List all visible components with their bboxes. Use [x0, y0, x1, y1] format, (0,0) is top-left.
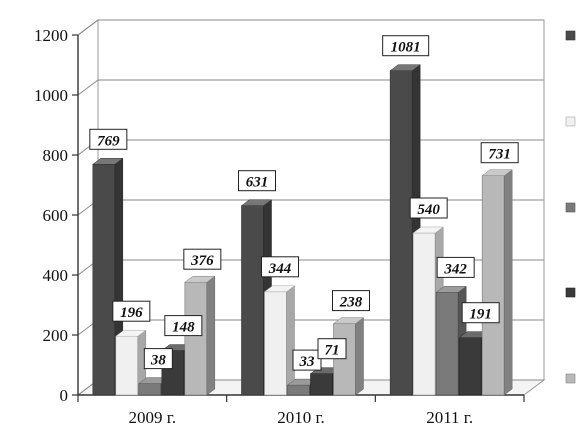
data-label: 148: [164, 315, 203, 337]
data-label: 238: [332, 290, 370, 312]
svg-text:148: 148: [172, 320, 195, 336]
data-label: 731: [480, 142, 519, 164]
y-tick-label: 400: [43, 266, 69, 285]
bar: [332, 317, 365, 396]
x-tick-label: 2010 г.: [277, 408, 325, 427]
svg-text:731: 731: [488, 147, 511, 163]
data-label: 342: [436, 256, 475, 278]
data-label: 33: [292, 349, 322, 371]
svg-text:238: 238: [339, 295, 363, 311]
svg-text:33: 33: [299, 354, 316, 370]
legend-swatch: [565, 287, 576, 298]
svg-text:631: 631: [246, 175, 269, 191]
legend-swatch: [565, 116, 576, 127]
y-tick-label: 800: [43, 146, 69, 165]
y-tick-label: 1000: [34, 86, 68, 105]
svg-text:38: 38: [150, 353, 167, 369]
svg-text:342: 342: [443, 261, 467, 277]
y-tick-label: 200: [43, 326, 69, 345]
svg-text:1081: 1081: [391, 40, 421, 56]
y-tick-label: 600: [43, 206, 69, 225]
data-label: 71: [317, 338, 347, 360]
data-label: 1081: [382, 35, 430, 57]
data-label: 344: [261, 256, 299, 278]
x-tick-label: 2011 г.: [426, 408, 473, 427]
gridline: [77, 19, 544, 36]
data-label: 38: [143, 348, 173, 370]
data-label: 196: [112, 300, 151, 322]
data-label: 540: [409, 197, 448, 219]
data-label: 769: [89, 128, 128, 150]
y-tick-label: 1200: [34, 26, 68, 45]
legend-swatch: [565, 202, 576, 213]
bar: [184, 275, 216, 396]
legend-swatch: [565, 373, 576, 384]
svg-text:769: 769: [97, 133, 120, 149]
svg-text:71: 71: [325, 343, 340, 359]
svg-text:196: 196: [120, 305, 143, 321]
svg-text:344: 344: [268, 261, 292, 277]
data-label: 191: [461, 302, 500, 324]
bar: [115, 329, 147, 396]
x-tick-label: 2009 г.: [129, 408, 177, 427]
data-label: 631: [238, 170, 276, 192]
y-tick-label: 0: [60, 386, 69, 405]
bar: [263, 285, 296, 396]
svg-text:376: 376: [190, 253, 214, 269]
legend-swatch: [565, 30, 576, 41]
svg-text:191: 191: [469, 307, 492, 323]
svg-text:540: 540: [417, 202, 440, 218]
bar: [481, 169, 513, 396]
data-label: 376: [183, 248, 222, 270]
